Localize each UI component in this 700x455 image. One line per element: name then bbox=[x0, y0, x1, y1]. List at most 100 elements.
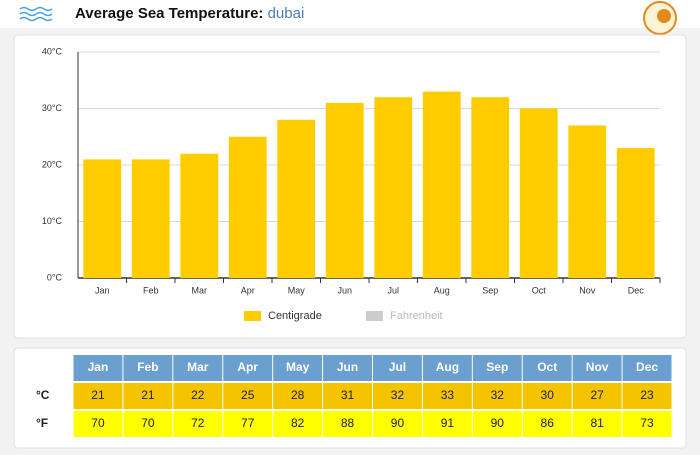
cell-value: 91 bbox=[441, 416, 455, 430]
row-label: °C bbox=[36, 388, 50, 402]
cell-value: 73 bbox=[640, 416, 654, 430]
header-cell bbox=[123, 355, 173, 381]
header-cell bbox=[622, 355, 672, 381]
value-cell bbox=[472, 411, 522, 437]
cell-value: 82 bbox=[291, 416, 305, 430]
cell-value: 33 bbox=[441, 388, 455, 402]
cell-value: 81 bbox=[590, 416, 604, 430]
cell-value: 27 bbox=[590, 388, 604, 402]
header-label: May bbox=[286, 360, 310, 374]
x-tick-label: Nov bbox=[579, 285, 596, 295]
legend-label: Centigrade bbox=[268, 310, 322, 322]
bar bbox=[180, 153, 219, 278]
cell-value: 30 bbox=[541, 388, 555, 402]
bar bbox=[325, 102, 364, 278]
value-cell bbox=[73, 411, 123, 437]
cell-value: 21 bbox=[91, 388, 105, 402]
cell-value: 77 bbox=[241, 416, 255, 430]
value-cell bbox=[622, 383, 672, 409]
x-tick-label: Oct bbox=[532, 285, 547, 295]
header-label: Feb bbox=[137, 360, 158, 374]
header-label: Oct bbox=[537, 360, 557, 374]
header-cell bbox=[273, 355, 323, 381]
wave-icon bbox=[19, 6, 53, 22]
legend-swatch bbox=[366, 311, 383, 321]
x-tick-label: May bbox=[288, 285, 306, 295]
header-bar bbox=[0, 0, 700, 28]
header-cell bbox=[373, 355, 422, 381]
bar bbox=[568, 125, 607, 278]
value-cell bbox=[123, 411, 173, 437]
value-cell bbox=[422, 411, 472, 437]
cell-value: 86 bbox=[541, 416, 555, 430]
header-label: Aug bbox=[436, 360, 459, 374]
value-cell bbox=[572, 411, 622, 437]
table: Jan 21 70 Feb 21 70 Mar 22 72 Apr 25 77 May 28 82 Jun 31… bbox=[36, 355, 672, 437]
value-cell bbox=[373, 411, 422, 437]
header-label: Sep bbox=[486, 360, 508, 374]
value-cell bbox=[522, 411, 572, 437]
header-label: Apr bbox=[237, 360, 258, 374]
cell-value: 22 bbox=[191, 388, 205, 402]
x-tick-label: Jun bbox=[337, 285, 352, 295]
value-cell bbox=[273, 383, 323, 409]
value-cell bbox=[422, 383, 472, 409]
x-tick-label: Sep bbox=[482, 285, 498, 295]
value-cell bbox=[223, 383, 273, 409]
value-cell bbox=[373, 383, 422, 409]
header-cell bbox=[173, 355, 223, 381]
cell-value: 90 bbox=[391, 416, 405, 430]
cell-value: 32 bbox=[391, 388, 405, 402]
value-cell bbox=[73, 383, 123, 409]
bar bbox=[519, 108, 558, 278]
header-cell bbox=[422, 355, 472, 381]
y-tick-label: 20°C bbox=[42, 159, 63, 169]
cell-value: 72 bbox=[191, 416, 205, 430]
location-text: dubai bbox=[268, 5, 305, 22]
bar bbox=[228, 136, 267, 278]
header-label: Jul bbox=[389, 360, 406, 374]
header-cell bbox=[73, 355, 123, 381]
x-tick-label: Aug bbox=[434, 285, 450, 295]
title-text: Average Sea Temperature: bbox=[75, 5, 263, 22]
value-cell bbox=[123, 383, 173, 409]
bar bbox=[374, 97, 413, 278]
value-cell bbox=[173, 383, 223, 409]
cell-value: 31 bbox=[341, 388, 355, 402]
header-cell bbox=[223, 355, 273, 381]
x-tick-label: Feb bbox=[143, 285, 159, 295]
value-cell bbox=[572, 383, 622, 409]
header-label: Dec bbox=[636, 360, 658, 374]
bar bbox=[131, 159, 170, 278]
cell-value: 25 bbox=[241, 388, 255, 402]
value-cell bbox=[223, 411, 273, 437]
header-cell bbox=[323, 355, 372, 381]
logo bbox=[643, 1, 677, 35]
value-cell bbox=[323, 383, 372, 409]
x-tick-label: Dec bbox=[628, 285, 645, 295]
value-cell bbox=[173, 411, 223, 437]
cell-value: 70 bbox=[141, 416, 155, 430]
legend-label: Fahrenheit bbox=[390, 310, 443, 322]
bar bbox=[422, 91, 461, 278]
y-tick-label: 10°C bbox=[42, 216, 63, 226]
bar bbox=[616, 148, 655, 278]
page-title: Average Sea Temperature: dubai bbox=[75, 5, 304, 22]
cell-value: 28 bbox=[291, 388, 305, 402]
cell-value: 21 bbox=[141, 388, 155, 402]
bar bbox=[83, 159, 122, 278]
x-tick-label: Jan bbox=[95, 285, 110, 295]
value-cell bbox=[522, 383, 572, 409]
y-tick-label: 0°C bbox=[47, 272, 63, 282]
cell-value: 88 bbox=[341, 416, 355, 430]
row-label: °F bbox=[36, 416, 48, 430]
x-tick-label: Mar bbox=[192, 285, 208, 295]
bar bbox=[471, 97, 510, 278]
cell-value: 23 bbox=[640, 388, 654, 402]
bar bbox=[277, 119, 316, 278]
x-tick-label: Jul bbox=[387, 285, 399, 295]
header-label: Jan bbox=[88, 360, 109, 374]
header-label: Nov bbox=[586, 360, 609, 374]
